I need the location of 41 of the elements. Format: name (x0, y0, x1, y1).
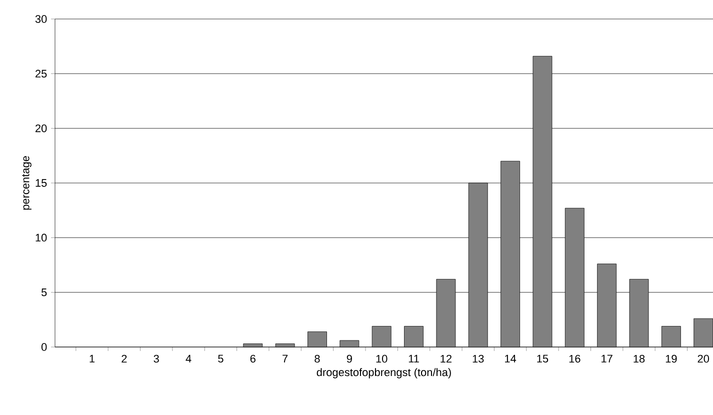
x-tick-label: 16 (569, 354, 580, 363)
bar (500, 160, 520, 348)
bar (564, 208, 584, 348)
x-tick-label: 11 (408, 354, 419, 362)
y-tick-label: 15 (36, 179, 47, 187)
y-tick-label: 25 (36, 70, 47, 78)
x-tick-label: 2 (122, 354, 127, 363)
x-tick-label: 14 (505, 354, 516, 362)
x-tick-label: 4 (186, 354, 192, 362)
x-tick-label: 15 (537, 354, 548, 362)
bar (532, 56, 552, 348)
x-tick-label: 10 (376, 354, 388, 363)
bar (404, 326, 424, 348)
x-tick-label: 12 (440, 354, 452, 363)
bar (308, 331, 327, 348)
bar (661, 326, 681, 348)
x-tick-label: 19 (666, 354, 677, 363)
bar (436, 279, 456, 348)
x-tick-label: 17 (602, 354, 612, 362)
y-tick-label: 30 (35, 15, 47, 23)
y-tick-label: 0 (41, 343, 47, 351)
x-tick-label: 9 (346, 354, 352, 363)
bar (629, 279, 649, 348)
y-axis-title: percentage (22, 156, 32, 210)
x-tick-label: 7 (282, 354, 288, 362)
x-tick-label: 1 (90, 354, 95, 362)
bar (597, 264, 617, 348)
x-tick-label: 8 (314, 354, 320, 363)
x-tick-label: 6 (250, 354, 256, 363)
x-tick-label: 13 (472, 354, 484, 363)
y-tick-label: 20 (36, 124, 47, 132)
x-tick-label: 20 (698, 354, 710, 363)
bar (468, 182, 488, 348)
x-tick-label: 3 (154, 354, 159, 363)
x-axis-title: drogestofopbrengst (ton/ha) (316, 368, 451, 378)
x-tick-label: 5 (218, 354, 224, 362)
bar (694, 318, 713, 348)
bar (372, 326, 392, 348)
y-tick-label: 5 (41, 288, 47, 296)
y-tick-label: 10 (36, 234, 47, 242)
x-tick-label: 18 (634, 354, 645, 363)
